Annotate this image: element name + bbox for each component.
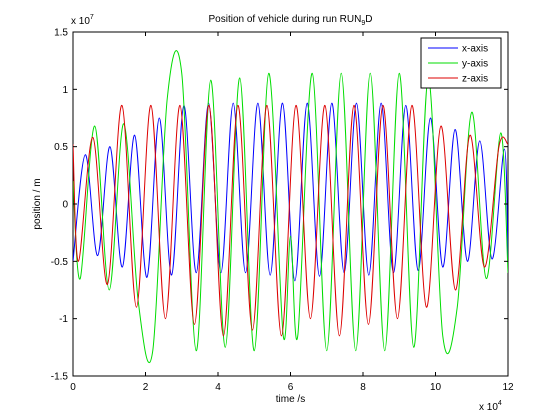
y-tick-label: -1 <box>59 314 68 325</box>
chart-title: Position of vehicle during run RUN9D <box>209 14 373 27</box>
y-tick-label: 0.5 <box>54 142 68 153</box>
x-tick-label: 6 <box>288 382 294 393</box>
y-multiplier: x 107 <box>71 14 94 27</box>
x-multiplier: x 104 <box>479 400 502 413</box>
series-line-y-axis <box>73 50 508 364</box>
x-tick-label: 2 <box>143 382 149 393</box>
ticks-layer: 0 2 4 6 8 10 12 -1.5 -1 -0.5 0 0.5 1 1.5 <box>51 28 514 394</box>
series-layer <box>73 50 508 364</box>
y-tick-label: -0.5 <box>51 257 69 268</box>
x-tick-label: 8 <box>360 382 366 393</box>
legend-label-z-axis: z-axis <box>462 74 488 85</box>
y-tick-label: 1.5 <box>54 28 68 39</box>
legend-label-x-axis: x-axis <box>462 44 488 55</box>
series-line-x-axis <box>73 102 508 282</box>
x-tick-label: 12 <box>502 382 514 393</box>
series-line-z-axis <box>73 104 508 337</box>
x-tick-label: 10 <box>430 382 442 393</box>
x-tick-label: 0 <box>70 382 76 393</box>
legend-label-y-axis: y-axis <box>462 59 488 70</box>
y-tick-label: 0 <box>62 200 68 211</box>
legend: x-axis y-axis z-axis <box>420 37 502 89</box>
y-tick-label: -1.5 <box>51 372 69 383</box>
y-axis-label: position / m <box>32 178 43 229</box>
y-tick-label: 1 <box>62 85 68 96</box>
legend-items: x-axis y-axis z-axis <box>428 44 488 85</box>
x-axis-label: time /s <box>276 394 305 405</box>
x-tick-label: 4 <box>215 382 221 393</box>
